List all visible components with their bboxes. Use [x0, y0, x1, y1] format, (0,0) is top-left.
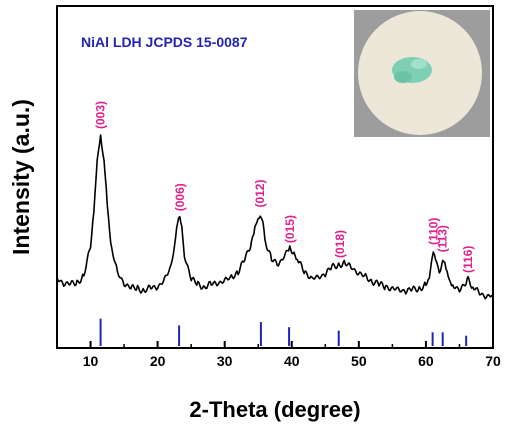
x-axis-ticks: 10 20 30 40 50 60 70: [56, 341, 501, 369]
sample-photo: [354, 10, 490, 137]
x-tick-label: 30: [217, 353, 233, 369]
x-tick-label: 10: [83, 353, 99, 369]
peak-label: (012): [253, 180, 267, 208]
x-axis-label: 2-Theta (degree): [189, 397, 360, 422]
x-tick-label: 50: [351, 353, 367, 369]
x-tick-label: 70: [485, 353, 501, 369]
reference-label: NiAl LDH JCPDS 15-0087: [81, 34, 248, 50]
peak-label: (003): [94, 101, 108, 129]
xrd-pattern: [56, 134, 494, 300]
peak-label: (015): [283, 215, 297, 243]
reference-lines: [99, 318, 468, 346]
peak-label: (116): [461, 246, 475, 273]
ldh-powder-spot: [394, 71, 412, 83]
y-axis-label: Intensity (a.u.): [8, 99, 34, 255]
peak-label: (018): [333, 230, 347, 258]
ldh-powder-highlight: [411, 59, 427, 69]
peak-label: (113): [436, 225, 450, 252]
x-tick-label: 60: [418, 353, 434, 369]
plot-frame: [56, 5, 494, 349]
x-tick-label: 20: [150, 353, 166, 369]
x-tick-label: 40: [284, 353, 300, 369]
peak-label: (006): [173, 183, 187, 211]
xrd-series-line: [56, 134, 494, 300]
peak-labels: (003) (006) (012) (015) (018) (110)(113) (116): [94, 101, 476, 273]
peak-label: (110): [426, 218, 440, 245]
